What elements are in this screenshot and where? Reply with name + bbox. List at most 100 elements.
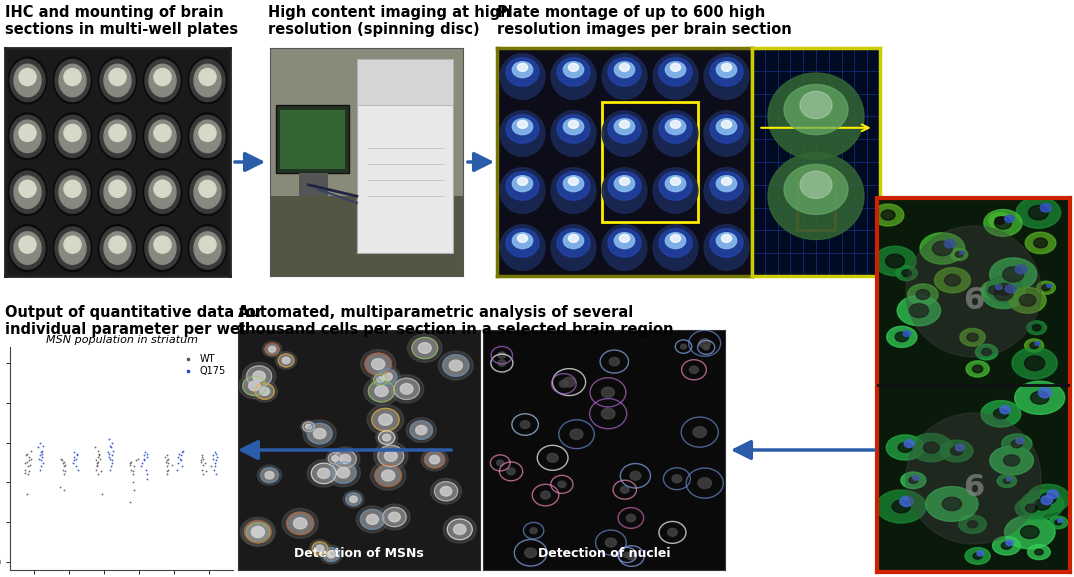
Point: [132, 462, 149, 471]
Ellipse shape: [665, 233, 685, 249]
Point: [16, 468, 33, 477]
Ellipse shape: [1000, 406, 1011, 414]
Ellipse shape: [621, 486, 629, 493]
Ellipse shape: [104, 176, 131, 208]
Ellipse shape: [966, 361, 989, 377]
Ellipse shape: [54, 113, 91, 160]
Ellipse shape: [325, 451, 345, 466]
Point: [208, 452, 226, 462]
Point: [169, 465, 186, 474]
Ellipse shape: [512, 175, 533, 192]
Ellipse shape: [343, 490, 364, 508]
Ellipse shape: [993, 287, 1013, 301]
Text: 6: 6: [963, 286, 984, 316]
Point: [159, 459, 176, 468]
Ellipse shape: [614, 233, 635, 249]
Ellipse shape: [547, 454, 558, 462]
Ellipse shape: [895, 332, 909, 342]
Ellipse shape: [188, 113, 227, 160]
Ellipse shape: [1047, 490, 1058, 499]
Point: [194, 470, 212, 479]
Ellipse shape: [199, 69, 216, 85]
Ellipse shape: [1033, 238, 1047, 248]
Ellipse shape: [722, 121, 731, 128]
Ellipse shape: [966, 548, 990, 564]
Ellipse shape: [143, 169, 182, 216]
Ellipse shape: [14, 176, 41, 208]
Ellipse shape: [624, 552, 630, 558]
Ellipse shape: [190, 171, 226, 213]
Ellipse shape: [1041, 493, 1056, 504]
Point: [137, 465, 155, 474]
Ellipse shape: [665, 62, 685, 78]
Ellipse shape: [243, 362, 276, 390]
Ellipse shape: [99, 169, 136, 216]
Ellipse shape: [909, 477, 918, 484]
Ellipse shape: [64, 180, 81, 197]
Point: [101, 465, 118, 474]
FancyBboxPatch shape: [279, 110, 345, 169]
Ellipse shape: [557, 58, 590, 86]
Ellipse shape: [518, 121, 527, 128]
Ellipse shape: [1015, 497, 1047, 519]
Ellipse shape: [190, 115, 226, 158]
Point: [158, 467, 175, 476]
Ellipse shape: [982, 278, 1025, 309]
Ellipse shape: [568, 121, 579, 128]
Ellipse shape: [59, 64, 86, 97]
Ellipse shape: [188, 224, 227, 271]
Ellipse shape: [444, 516, 477, 543]
Ellipse shape: [525, 548, 537, 557]
Ellipse shape: [384, 451, 397, 461]
Ellipse shape: [881, 210, 895, 220]
Ellipse shape: [551, 111, 596, 156]
Point: [90, 449, 107, 458]
Ellipse shape: [609, 357, 620, 366]
Point: [125, 462, 142, 471]
Ellipse shape: [375, 464, 402, 486]
Ellipse shape: [620, 121, 629, 128]
Ellipse shape: [659, 58, 692, 86]
Point: [139, 475, 156, 484]
Legend: WT, Q175: WT, Q175: [176, 352, 228, 378]
Ellipse shape: [908, 284, 938, 305]
Ellipse shape: [361, 350, 396, 379]
Ellipse shape: [311, 463, 336, 484]
Point: [135, 455, 153, 464]
Point: [121, 497, 139, 506]
Ellipse shape: [716, 175, 737, 192]
Ellipse shape: [372, 409, 400, 431]
Ellipse shape: [1058, 519, 1062, 523]
Point: [102, 443, 119, 452]
Ellipse shape: [9, 57, 46, 104]
Ellipse shape: [154, 180, 171, 197]
Point: [135, 451, 153, 460]
Ellipse shape: [874, 246, 916, 276]
Ellipse shape: [551, 224, 596, 270]
Ellipse shape: [512, 119, 533, 134]
Point: [170, 459, 187, 468]
Ellipse shape: [563, 233, 583, 249]
Ellipse shape: [529, 528, 537, 534]
Point: [88, 459, 105, 468]
Ellipse shape: [944, 239, 956, 248]
Point: [206, 459, 223, 468]
Point: [54, 459, 71, 468]
Ellipse shape: [1025, 339, 1044, 352]
Ellipse shape: [320, 545, 343, 564]
Ellipse shape: [716, 233, 737, 249]
Ellipse shape: [265, 343, 279, 355]
Ellipse shape: [699, 339, 711, 348]
Ellipse shape: [349, 496, 358, 503]
Ellipse shape: [920, 233, 964, 264]
Ellipse shape: [367, 404, 404, 435]
Point: [158, 470, 175, 479]
Point: [88, 462, 105, 471]
Ellipse shape: [374, 441, 408, 470]
Ellipse shape: [416, 425, 427, 434]
Point: [207, 449, 224, 458]
Ellipse shape: [1041, 204, 1051, 212]
Point: [23, 446, 40, 455]
Ellipse shape: [247, 366, 272, 387]
Ellipse shape: [507, 468, 516, 475]
